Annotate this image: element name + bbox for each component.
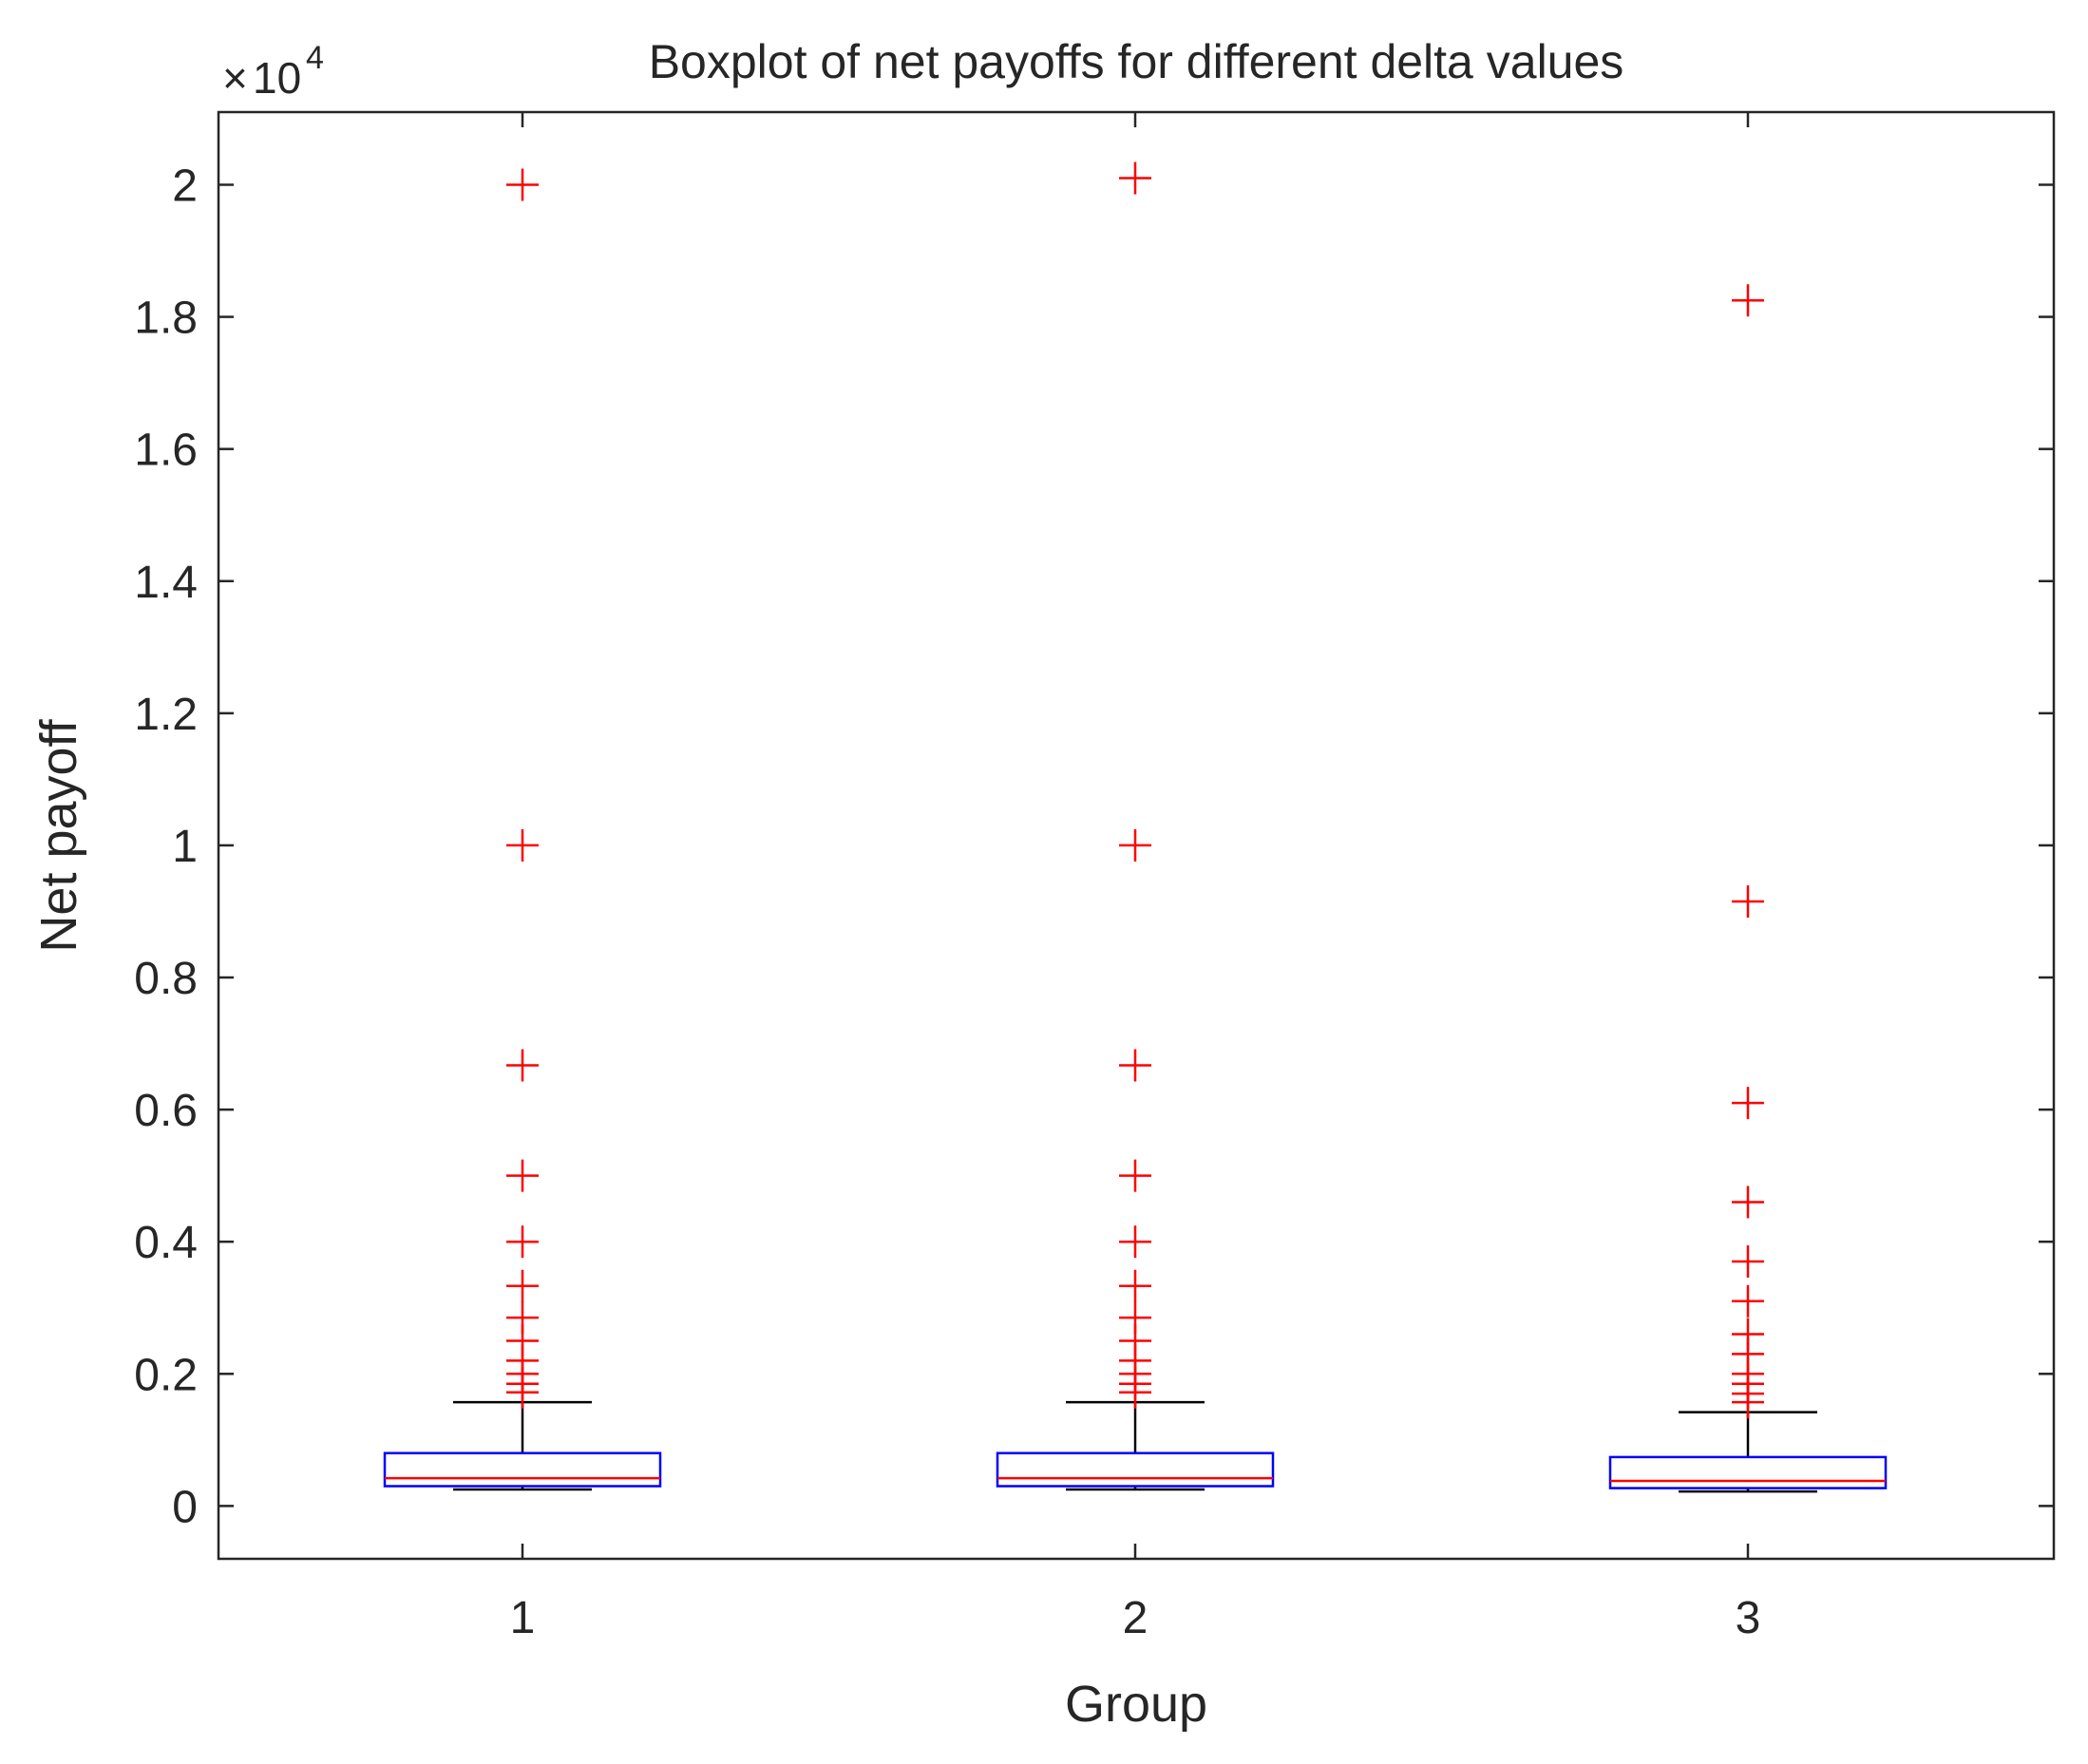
outlier-marker (1119, 1269, 1151, 1302)
x-tick-label: 1 (510, 1593, 536, 1643)
outlier-marker (1119, 1225, 1151, 1259)
y-tick-label: 0.4 (134, 1218, 198, 1268)
outlier-marker (1119, 1301, 1151, 1335)
outlier-marker (1119, 161, 1151, 195)
chart-title: Boxplot of net payoffs for different del… (649, 35, 1624, 88)
outlier-marker (506, 168, 539, 201)
iqr-box (996, 1451, 1275, 1488)
outlier-marker (1732, 1087, 1764, 1120)
y-exponent-power: 4 (306, 40, 324, 76)
outlier-marker (1732, 1185, 1764, 1219)
iqr-box (1608, 1455, 1888, 1489)
y-tick-label: 0.8 (134, 954, 198, 1004)
y-exponent-label: × 10 4 (222, 40, 324, 103)
outlier-marker (1732, 1284, 1764, 1318)
outlier-marker (1732, 885, 1764, 919)
outlier-marker (1732, 284, 1764, 317)
ticks-layer: 0 0.2 0.4 0.6 0.8 1 1.2 1.4 1.6 1.8 2 1 2 3 (134, 112, 2054, 1643)
y-tick-label: 1.2 (134, 690, 198, 740)
outlier-marker (1119, 1049, 1151, 1082)
outlier-marker (1119, 828, 1151, 862)
y-tick-label: 1.8 (134, 294, 198, 344)
x-axis-label: Group (1065, 1676, 1207, 1733)
outlier-marker (506, 1049, 539, 1082)
box-group-3 (1608, 284, 1888, 1493)
outlier-marker (1732, 1245, 1764, 1279)
y-exponent-base: 10 (253, 53, 301, 103)
y-exponent-multiplier: × (222, 53, 248, 103)
y-axis-label: Net payoff (30, 718, 87, 952)
y-tick-label: 1.6 (134, 426, 198, 476)
box-group-1 (383, 168, 662, 1491)
outlier-marker (506, 1301, 539, 1335)
iqr-box (383, 1451, 662, 1488)
plot-layer (383, 161, 1888, 1493)
box-group-2 (996, 161, 1275, 1491)
outlier-marker (506, 1269, 539, 1302)
y-tick-label: 2 (172, 161, 198, 211)
outlier-marker (1732, 1318, 1764, 1351)
y-tick-label: 0 (172, 1482, 198, 1532)
y-tick-label: 1.4 (134, 558, 198, 608)
outlier-marker (506, 1159, 539, 1192)
y-tick-label: 0.2 (134, 1350, 198, 1400)
y-tick-label: 1 (172, 822, 198, 872)
outlier-marker (1119, 1159, 1151, 1192)
x-tick-label: 3 (1736, 1593, 1761, 1643)
x-tick-label: 2 (1123, 1593, 1148, 1643)
outlier-marker (506, 1225, 539, 1259)
outlier-marker (506, 828, 539, 862)
y-tick-label: 0.6 (134, 1086, 198, 1136)
